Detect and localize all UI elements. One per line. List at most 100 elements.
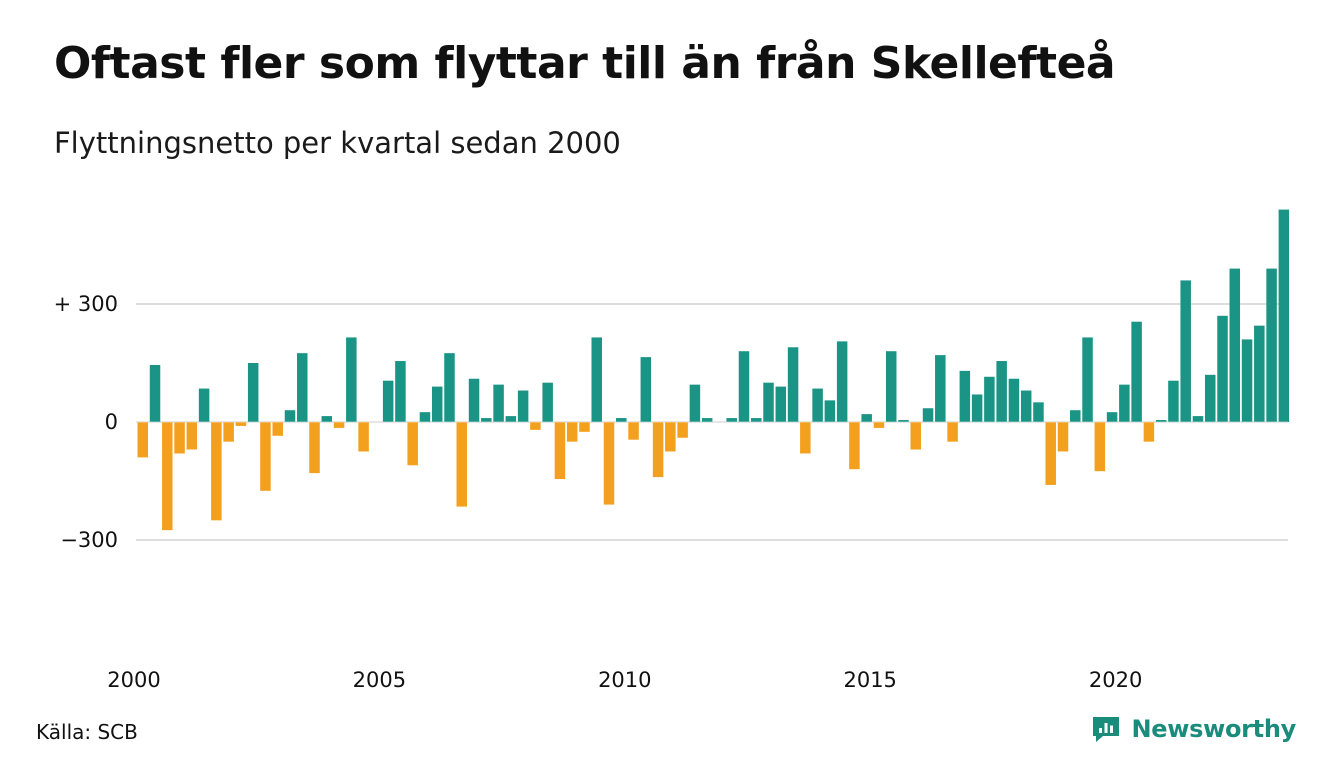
bar [468,378,480,422]
y-tick-label: 0 [105,410,118,434]
bar [517,390,529,422]
bar [910,422,922,450]
bar [1217,315,1228,422]
bar [603,422,615,505]
bar [873,422,885,428]
bar [419,412,431,422]
bar [198,388,210,422]
x-tick-label: 2000 [107,668,160,692]
bar [530,422,541,430]
bar [1094,422,1106,472]
bar [775,386,787,422]
bar [996,361,1007,422]
bar [763,382,774,422]
bar [358,422,369,452]
bar [1168,380,1179,422]
bar [640,357,652,422]
bar [959,370,971,422]
bar [1229,268,1241,422]
bar [137,422,148,458]
newsworthy-logo-icon [1093,717,1120,742]
bar [836,341,848,422]
bar [566,422,578,442]
bar [162,422,173,531]
bar [1155,420,1167,422]
bar [677,422,688,438]
bar [935,355,946,422]
bar [186,422,198,450]
bar [1033,402,1044,422]
newsworthy-logo: Newsworthy [1091,714,1296,744]
bar [665,422,676,452]
bar [861,414,872,422]
y-tick-label: + 300 [54,292,118,316]
bar [591,337,602,422]
bar [1057,422,1069,452]
bar [787,347,799,422]
bar [542,382,553,422]
bar [652,422,664,478]
bar [1119,384,1130,422]
bar [321,416,333,422]
bar [824,400,836,422]
chart-subtitle: Flyttningsnetto per kvartal sedan 2000 [54,126,621,160]
bar [628,422,639,440]
brand-name: Newsworthy [1131,715,1296,743]
bar [898,420,909,422]
source-note: Källa: SCB [36,720,138,744]
bar [346,337,357,422]
bar [971,394,983,422]
x-tick-label: 2015 [843,668,896,692]
bar [849,422,860,470]
bar [1254,325,1265,422]
bar [272,422,283,436]
bar [284,410,296,422]
bar [885,351,897,422]
y-tick-label: −300 [60,528,118,552]
bar [260,422,271,491]
bar [395,361,406,422]
bar [1204,374,1216,422]
bar [456,422,468,507]
bar [812,388,823,422]
bar [689,384,701,422]
bar [505,416,517,422]
bar [333,422,345,428]
x-tick-label: 2005 [353,668,406,692]
bar [481,418,492,422]
bar [235,422,247,426]
bar [444,353,455,422]
bar [223,422,234,442]
bar [738,351,750,422]
x-tick-label: 2020 [1089,668,1142,692]
bar [297,353,308,422]
bar [1241,339,1253,422]
x-tick-label: 2010 [598,668,651,692]
bar [211,422,222,521]
bar [382,380,394,422]
bar [247,363,259,422]
bar [309,422,320,474]
bar [947,422,958,442]
bar [174,422,185,454]
bar [616,418,627,422]
bar [1070,410,1081,422]
bar [984,376,995,422]
bar [149,364,161,422]
bar [1082,337,1093,422]
bars [136,209,1290,531]
bar [1020,390,1032,422]
bar [1180,280,1191,422]
bar [407,422,418,466]
bar [726,418,737,422]
bar [579,422,590,432]
bar [1266,268,1277,422]
bar [431,386,443,422]
bar [1106,412,1118,422]
bar [1008,378,1020,422]
bar [701,418,713,422]
bar [800,422,811,454]
axis-labels: + 300 0 −300 2000 2005 2010 2015 2020 [54,292,1143,692]
chart-title: Oftast fler som flyttar till än från Ske… [54,38,1116,89]
